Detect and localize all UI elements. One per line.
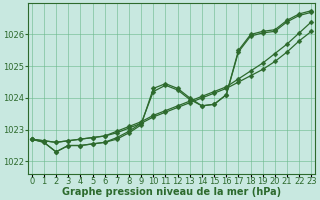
X-axis label: Graphe pression niveau de la mer (hPa): Graphe pression niveau de la mer (hPa) — [62, 187, 281, 197]
